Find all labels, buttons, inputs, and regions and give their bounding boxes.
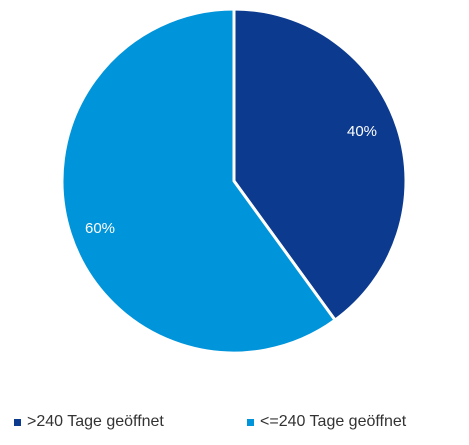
legend: >240 Tage geöffnet <=240 Tage geöffnet: [0, 413, 469, 439]
legend-item-under-240: <=240 Tage geöffnet: [247, 413, 406, 431]
legend-swatch-over-240: [14, 418, 21, 426]
legend-item-over-240: >240 Tage geöffnet: [14, 413, 164, 431]
pie-slice-under-240: [60, 7, 337, 355]
pie-chart: 40% 60%: [60, 7, 408, 355]
pie-slice-over-240: [232, 7, 408, 322]
data-label-over-240: 40%: [347, 123, 377, 140]
legend-label-over-240: >240 Tage geöffnet: [27, 413, 164, 430]
legend-swatch-under-240: [247, 418, 254, 426]
data-label-under-240: 60%: [85, 220, 115, 237]
legend-label-under-240: <=240 Tage geöffnet: [260, 413, 407, 430]
